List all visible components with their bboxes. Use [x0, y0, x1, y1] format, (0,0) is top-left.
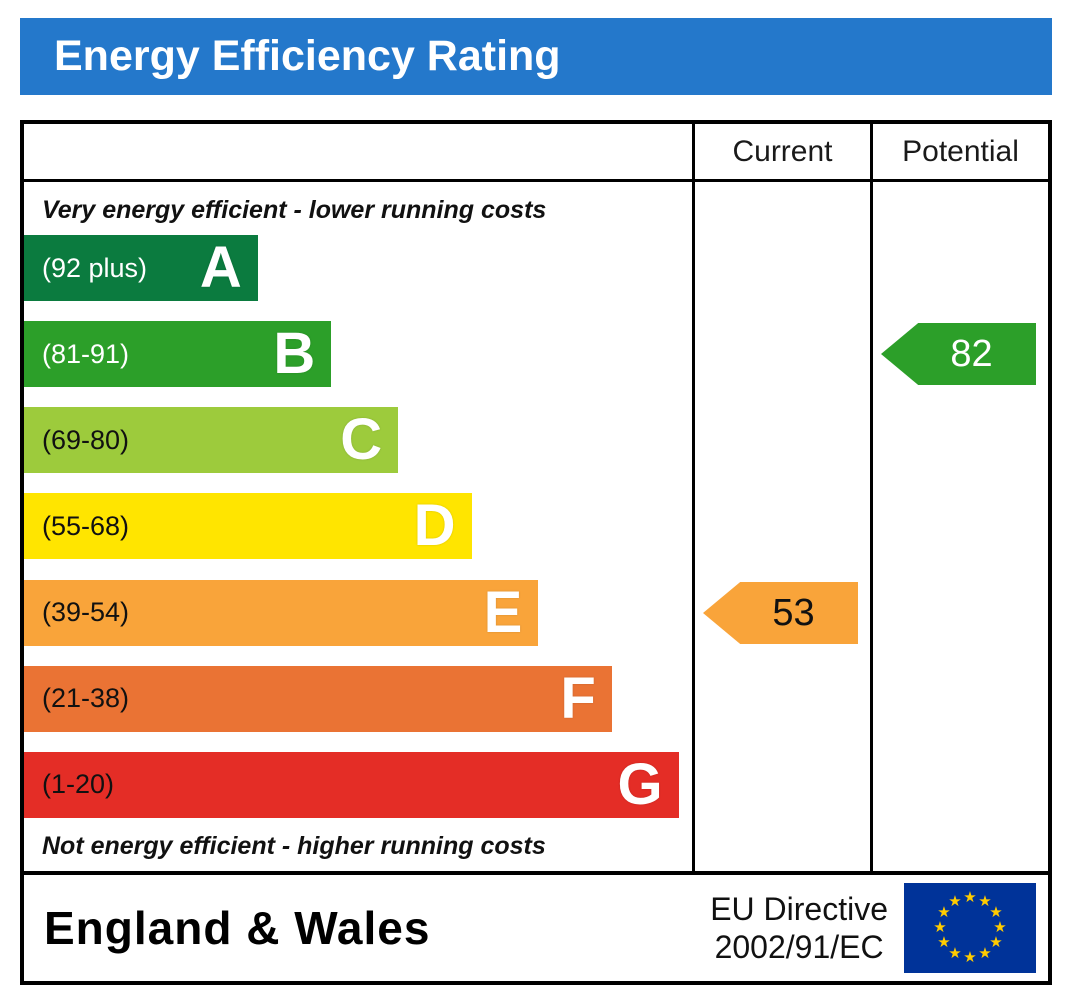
- band-row-g: (1-20) G: [24, 751, 692, 818]
- band-range-label: (81-91): [42, 338, 130, 369]
- band-row-f: (21-38) F: [24, 665, 692, 732]
- header-gap: [20, 95, 1052, 120]
- page-title: Energy Efficiency Rating: [54, 32, 561, 80]
- band-row-e: (39-54) E: [24, 579, 692, 646]
- band-row-a: (92 plus) A: [24, 235, 692, 301]
- band-bar: (21-38) F: [24, 665, 612, 732]
- eu-star-icon: ★: [963, 949, 977, 966]
- current-rating-value: 53: [772, 591, 815, 634]
- eu-flag: ★ ★ ★ ★ ★ ★ ★ ★ ★ ★ ★ ★: [904, 883, 1036, 973]
- eu-directive-line2: 2002/91/EC: [714, 929, 884, 965]
- band-letter: D: [413, 493, 456, 559]
- eu-star-icon: ★: [989, 904, 1003, 921]
- potential-column-header: Potential: [870, 124, 1048, 179]
- current-column-header: Current: [692, 124, 870, 179]
- band-range-label: (21-38): [42, 683, 130, 714]
- band-letter: G: [617, 751, 663, 817]
- eu-star-icon: ★: [937, 934, 951, 951]
- bottom-note: Not energy efficient - higher running co…: [42, 832, 546, 860]
- page-title-bar: Energy Efficiency Rating: [20, 18, 1052, 95]
- band-range-label: (92 plus): [42, 252, 148, 283]
- eu-star-icon: ★: [989, 934, 1003, 951]
- potential-value-column: 82: [870, 182, 1048, 871]
- current-rating-arrow: 53: [703, 582, 858, 644]
- band-letter: A: [199, 235, 242, 300]
- band-range-label: (1-20): [42, 769, 115, 800]
- top-note: Very energy efficient - lower running co…: [42, 196, 547, 224]
- eu-star-icon: ★: [963, 889, 977, 906]
- eu-directive-label: EU Directive 2002/91/EC: [710, 890, 888, 967]
- eu-star-icon: ★: [978, 893, 992, 911]
- band-bar: (1-20) G: [24, 751, 679, 818]
- band-letter: C: [340, 407, 383, 473]
- chart-body: Very energy efficient - lower running co…: [24, 182, 1048, 875]
- band-range-label: (39-54): [42, 597, 130, 628]
- epc-rating-table: Current Potential Very energy efficient …: [20, 120, 1052, 985]
- region-label: England & Wales: [44, 902, 431, 954]
- band-letter: B: [273, 321, 316, 387]
- table-header-spacer: [24, 124, 692, 179]
- eu-star-icon: ★: [993, 919, 1007, 936]
- potential-rating-value: 82: [950, 332, 993, 375]
- eu-star-icon: ★: [937, 904, 951, 921]
- band-bar: (39-54) E: [24, 579, 539, 646]
- eu-star-icon: ★: [948, 893, 962, 911]
- band-bar: (92 plus) A: [24, 235, 258, 301]
- rating-bands: (92 plus) A (81-91) B (69-80) C: [24, 231, 692, 824]
- band-letter: F: [560, 665, 596, 731]
- band-bar: (55-68) D: [24, 493, 472, 560]
- eu-directive-line1: EU Directive: [710, 890, 888, 927]
- band-letter: E: [483, 579, 523, 645]
- band-bar: (81-91) B: [24, 321, 332, 388]
- eu-star-icon: ★: [978, 944, 992, 962]
- eu-star-icon: ★: [933, 919, 947, 936]
- band-row-b: (81-91) B: [24, 321, 692, 388]
- rating-bands-column: Very energy efficient - lower running co…: [24, 182, 692, 871]
- band-row-c: (69-80) C: [24, 407, 692, 474]
- band-bar: (69-80) C: [24, 407, 399, 474]
- eu-star-icon: ★: [948, 944, 962, 962]
- current-value-column: 53: [692, 182, 870, 871]
- potential-rating-arrow: 82: [881, 323, 1036, 385]
- table-footer-row: England & Wales EU Directive 2002/91/EC …: [24, 875, 1048, 981]
- band-range-label: (55-68): [42, 510, 130, 541]
- table-header-row: Current Potential: [24, 124, 1048, 182]
- band-row-d: (55-68) D: [24, 493, 692, 560]
- band-range-label: (69-80): [42, 424, 130, 455]
